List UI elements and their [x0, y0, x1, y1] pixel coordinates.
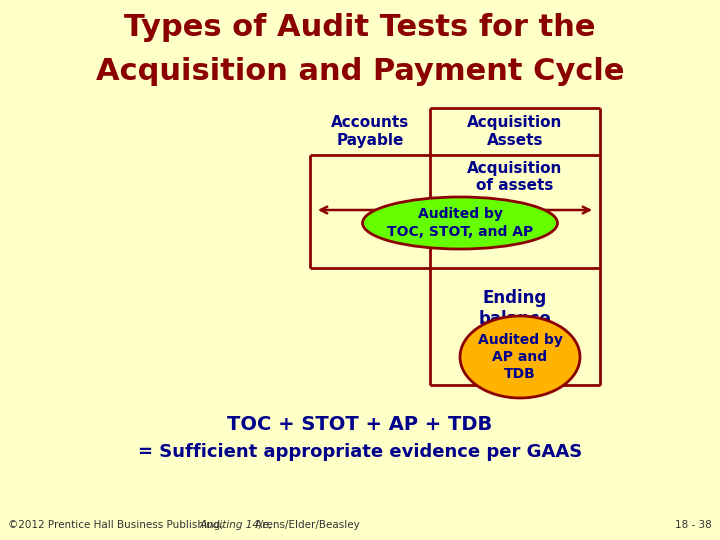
Text: Ending
balance: Ending balance	[479, 289, 552, 328]
Ellipse shape	[362, 197, 557, 249]
Text: Types of Audit Tests for the: Types of Audit Tests for the	[125, 14, 595, 43]
Text: Audited by
TOC, STOT, and AP: Audited by TOC, STOT, and AP	[387, 207, 533, 239]
Text: Accounts
Payable: Accounts Payable	[331, 114, 409, 148]
Text: TOC + STOT + AP + TDB: TOC + STOT + AP + TDB	[228, 415, 492, 435]
Text: = Sufficient appropriate evidence per GAAS: = Sufficient appropriate evidence per GA…	[138, 443, 582, 461]
Text: Auditing 14/e,: Auditing 14/e,	[200, 520, 273, 530]
Text: Acquisition and Payment Cycle: Acquisition and Payment Cycle	[96, 57, 624, 86]
Text: Acquisition
of assets: Acquisition of assets	[467, 161, 563, 193]
Text: 18 - 38: 18 - 38	[675, 520, 712, 530]
Text: Audited by
AP and
TDB: Audited by AP and TDB	[477, 333, 562, 381]
Text: Arens/Elder/Beasley: Arens/Elder/Beasley	[252, 520, 360, 530]
Text: ©2012 Prentice Hall Business Publishing,: ©2012 Prentice Hall Business Publishing,	[8, 520, 227, 530]
Text: Acquisition
Assets: Acquisition Assets	[467, 114, 563, 148]
Ellipse shape	[460, 316, 580, 398]
